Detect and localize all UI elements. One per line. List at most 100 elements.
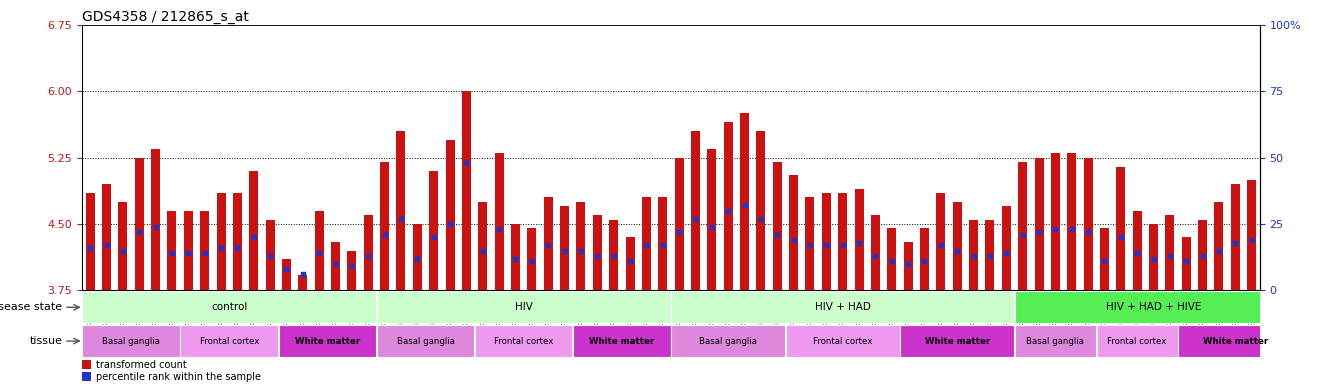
Point bbox=[79, 245, 100, 251]
Bar bbox=[82, 372, 91, 381]
Point bbox=[734, 202, 755, 209]
Bar bbox=[1096, 325, 1178, 357]
Bar bbox=[707, 149, 717, 290]
Text: Basal ganglia: Basal ganglia bbox=[699, 336, 758, 346]
Point bbox=[1175, 258, 1196, 264]
Point bbox=[931, 242, 952, 248]
Bar bbox=[953, 202, 961, 290]
Point bbox=[980, 253, 1001, 259]
Bar bbox=[233, 193, 242, 290]
Bar bbox=[377, 325, 475, 357]
Bar bbox=[200, 211, 209, 290]
Bar bbox=[1198, 220, 1207, 290]
Point bbox=[554, 248, 575, 254]
Point bbox=[308, 250, 329, 256]
Text: White matter: White matter bbox=[295, 336, 360, 346]
Text: tissue: tissue bbox=[29, 336, 62, 346]
Bar bbox=[785, 325, 900, 357]
Point bbox=[1192, 253, 1214, 259]
Point bbox=[194, 250, 215, 256]
Point bbox=[1208, 248, 1229, 254]
Point bbox=[161, 250, 182, 256]
Text: White matter: White matter bbox=[924, 336, 990, 346]
Text: transformed count: transformed count bbox=[97, 360, 186, 370]
Point bbox=[751, 216, 772, 222]
Point bbox=[636, 242, 657, 248]
Bar bbox=[330, 242, 340, 290]
Bar bbox=[773, 162, 781, 290]
Point bbox=[505, 255, 526, 262]
Text: control: control bbox=[212, 302, 247, 312]
Point bbox=[259, 253, 280, 259]
Bar bbox=[446, 140, 455, 290]
Point bbox=[521, 258, 542, 264]
Bar bbox=[658, 197, 668, 290]
Bar bbox=[805, 197, 814, 290]
Point bbox=[292, 271, 313, 278]
Point bbox=[865, 253, 886, 259]
Text: HIV: HIV bbox=[514, 302, 533, 312]
Point bbox=[177, 250, 198, 256]
Bar bbox=[900, 325, 1014, 357]
Bar bbox=[82, 325, 180, 357]
Bar bbox=[1116, 167, 1125, 290]
Bar bbox=[1035, 158, 1043, 290]
Bar bbox=[1002, 206, 1011, 290]
Bar bbox=[1149, 224, 1158, 290]
Point bbox=[669, 229, 690, 235]
Point bbox=[701, 223, 722, 230]
Bar bbox=[82, 360, 91, 369]
Point bbox=[407, 255, 428, 262]
Bar bbox=[920, 228, 929, 290]
Point bbox=[1224, 240, 1245, 246]
Text: Basal ganglia: Basal ganglia bbox=[397, 336, 455, 346]
Point bbox=[620, 258, 641, 264]
Bar bbox=[672, 325, 785, 357]
Bar bbox=[475, 325, 572, 357]
Point bbox=[538, 242, 559, 248]
Bar bbox=[838, 193, 847, 290]
Point bbox=[489, 226, 510, 232]
Bar bbox=[217, 193, 226, 290]
Point bbox=[816, 242, 837, 248]
Text: HIV + HAD: HIV + HAD bbox=[814, 302, 871, 312]
Point bbox=[1029, 229, 1050, 235]
Point bbox=[358, 253, 379, 259]
Bar bbox=[1178, 325, 1293, 357]
Text: Basal ganglia: Basal ganglia bbox=[1026, 336, 1084, 346]
Point bbox=[962, 253, 984, 259]
Point bbox=[97, 242, 118, 248]
Point bbox=[995, 250, 1017, 256]
Bar bbox=[1133, 211, 1142, 290]
Bar bbox=[936, 193, 945, 290]
Bar bbox=[461, 91, 471, 290]
Bar bbox=[512, 224, 520, 290]
Bar bbox=[299, 275, 307, 290]
Bar bbox=[1015, 325, 1096, 357]
Point bbox=[1062, 226, 1083, 232]
Point bbox=[341, 263, 362, 270]
Point bbox=[128, 229, 149, 235]
Bar bbox=[561, 206, 568, 290]
Point bbox=[145, 223, 167, 230]
Bar bbox=[887, 228, 896, 290]
Bar bbox=[609, 220, 619, 290]
Point bbox=[1077, 229, 1099, 235]
Bar bbox=[1247, 180, 1256, 290]
Bar bbox=[871, 215, 880, 290]
Text: Frontal cortex: Frontal cortex bbox=[1108, 336, 1167, 346]
Point bbox=[603, 253, 624, 259]
Text: White matter: White matter bbox=[1203, 336, 1268, 346]
Bar bbox=[1084, 158, 1092, 290]
Bar bbox=[180, 325, 278, 357]
Bar bbox=[789, 175, 798, 290]
Bar bbox=[543, 197, 553, 290]
Bar bbox=[985, 220, 994, 290]
Text: disease state: disease state bbox=[0, 302, 62, 312]
Point bbox=[587, 253, 608, 259]
Bar bbox=[1015, 291, 1293, 323]
Point bbox=[570, 248, 591, 254]
Point bbox=[227, 245, 249, 251]
Bar bbox=[642, 197, 650, 290]
Bar bbox=[672, 291, 1014, 323]
